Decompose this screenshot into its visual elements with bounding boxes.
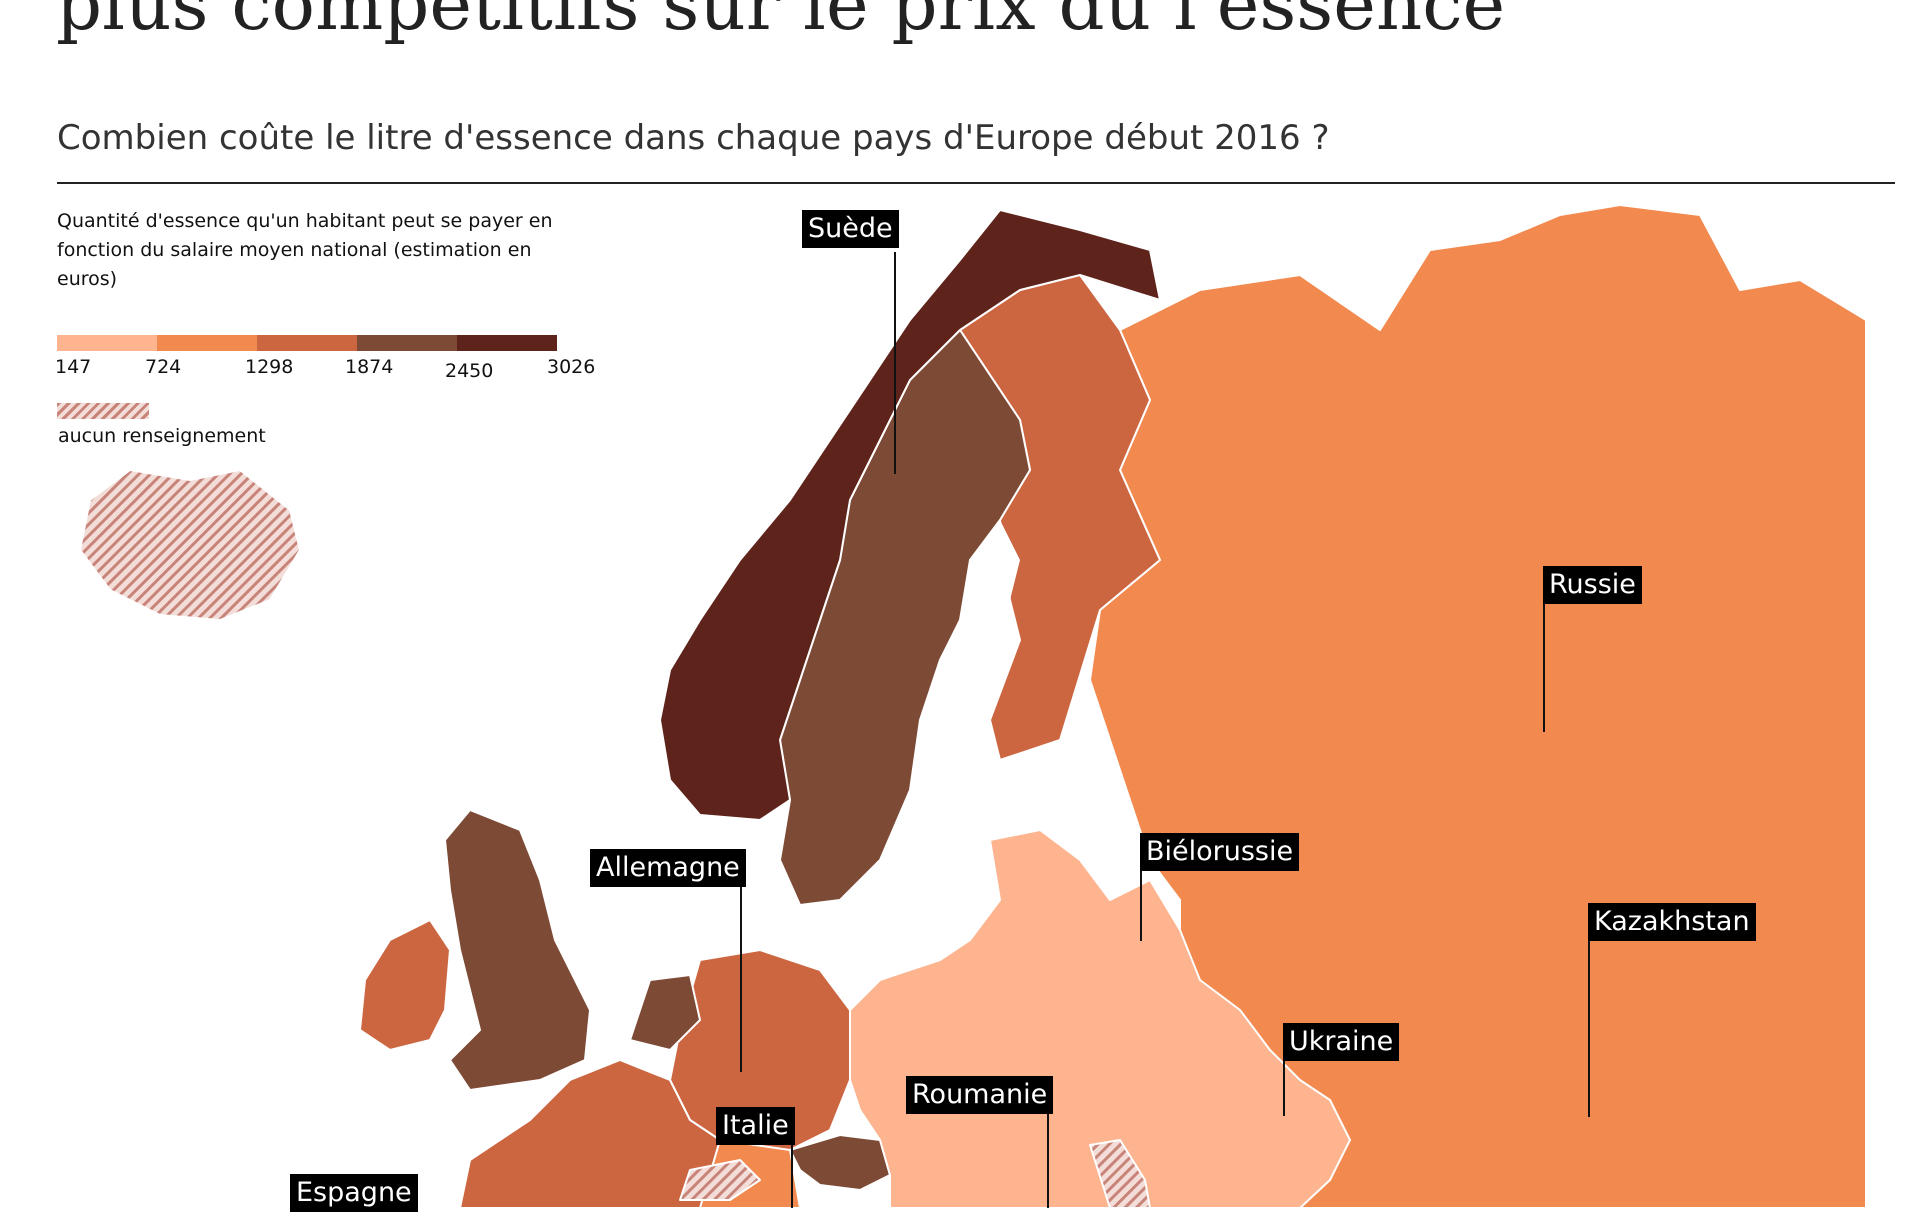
switzerland-region xyxy=(679,1159,761,1201)
legend-tick-2: 724 xyxy=(145,356,182,378)
moldova-region xyxy=(1089,1139,1151,1208)
label-bielorussie: Biélorussie xyxy=(1140,833,1300,871)
legend-swatch-5 xyxy=(457,335,557,351)
label-espagne: Espagne xyxy=(290,1174,418,1212)
legend-tick-5: 2450 xyxy=(445,360,494,382)
uk-region xyxy=(444,809,591,1091)
ireland-region xyxy=(359,919,451,1051)
ukraine-leader-line xyxy=(1283,1061,1285,1116)
russia-region xyxy=(999,204,1867,1208)
label-allemagne: Allemagne xyxy=(590,849,746,887)
legend-description: Quantité d'essence qu'un habitant peut s… xyxy=(57,210,553,290)
title-rule xyxy=(57,182,1895,184)
map-subtitle: Combien coûte le litre d'essence dans ch… xyxy=(57,118,1330,158)
legend-swatch-1 xyxy=(57,335,157,351)
legend-tick-6: 3026 xyxy=(547,356,596,378)
italie-leader-line xyxy=(791,1145,793,1208)
norway-region xyxy=(659,209,1161,821)
legend-no-data-label: aucun renseignement xyxy=(58,425,266,447)
austria-hungary-region xyxy=(789,1134,891,1191)
legend-no-data-swatch xyxy=(57,403,149,419)
label-italie: Italie xyxy=(716,1107,795,1145)
label-ukraine: Ukraine xyxy=(1283,1023,1400,1061)
suede-leader-line xyxy=(894,252,896,474)
legend-tick-3: 1298 xyxy=(245,356,294,378)
legend-swatch-3 xyxy=(257,335,357,351)
allemagne-leader-line xyxy=(740,887,742,1072)
kazakhstan-leader-line xyxy=(1588,941,1590,1117)
legend-swatch-4 xyxy=(357,335,457,351)
label-suede: Suède xyxy=(802,210,899,248)
russie-leader-line xyxy=(1543,604,1545,732)
label-russie: Russie xyxy=(1543,566,1642,604)
legend-tick-4: 1874 xyxy=(345,356,394,378)
netherlands-region xyxy=(629,974,701,1051)
map-title: plus compétitifs sur le prix du l'essenc… xyxy=(56,0,1506,46)
bielorussie-leader-line xyxy=(1140,871,1142,941)
legend-swatch-2 xyxy=(157,335,257,351)
baltic-sea-region xyxy=(910,520,1020,800)
label-roumanie: Roumanie xyxy=(906,1076,1054,1114)
roumanie-leader-line xyxy=(1047,1114,1049,1208)
legend-tick-1: 147 xyxy=(55,356,92,378)
iceland-region xyxy=(79,469,301,621)
label-kazakhstan: Kazakhstan xyxy=(1588,903,1756,941)
